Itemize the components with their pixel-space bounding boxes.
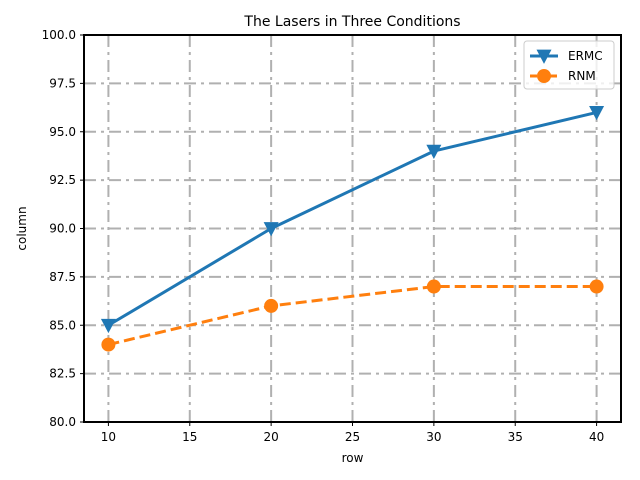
x-tick-label: 30 [426,430,441,444]
series-line-rnm [108,285,597,347]
legend-label-ermc: ERMC [568,49,603,63]
data-point-rnm [426,279,441,294]
y-tick-label: 95.0 [49,125,76,139]
y-axis-label: column [15,206,29,250]
x-ticks: 10 15 20 25 30 35 40 [101,422,604,444]
x-axis-label: row [342,451,364,465]
y-tick-label: 80.0 [49,415,76,429]
x-tick-label: 35 [508,430,523,444]
data-point-rnm [589,279,604,294]
y-tick-label: 82.5 [49,367,76,381]
chart-title: The Lasers in Three Conditions [243,14,460,30]
series [100,106,605,352]
x-tick-label: 10 [101,430,116,444]
series-rnm [101,279,604,352]
y-tick-label: 100.0 [42,28,76,42]
data-point-ermc [263,222,279,237]
x-tick-label: 20 [263,430,278,444]
series-line-ermc [107,110,597,327]
series-ermc [100,106,605,334]
plot-frame [83,34,622,423]
data-point-ermc [589,106,605,121]
y-ticks: 80.0 82.5 85.0 87.5 90.0 92.5 95.0 97.5 100.0 [42,28,84,429]
legend-label-rnm: RNM [568,69,596,83]
y-tick-label: 87.5 [49,270,76,284]
x-tick-label: 15 [182,430,197,444]
legend-marker-ermc [536,49,552,64]
y-tick-label: 92.5 [49,173,76,187]
x-tick-label: 25 [345,430,360,444]
data-point-rnm [101,337,116,352]
y-tick-label: 97.5 [49,76,76,90]
legend: ERMC RNM [523,40,615,90]
data-point-rnm [264,298,279,313]
y-tick-label: 90.0 [49,222,76,236]
data-point-ermc [100,318,116,334]
y-tick-label: 85.0 [49,318,76,332]
data-point-ermc [426,144,442,159]
x-tick-label: 40 [589,430,604,444]
legend-marker-rnm [537,69,551,83]
